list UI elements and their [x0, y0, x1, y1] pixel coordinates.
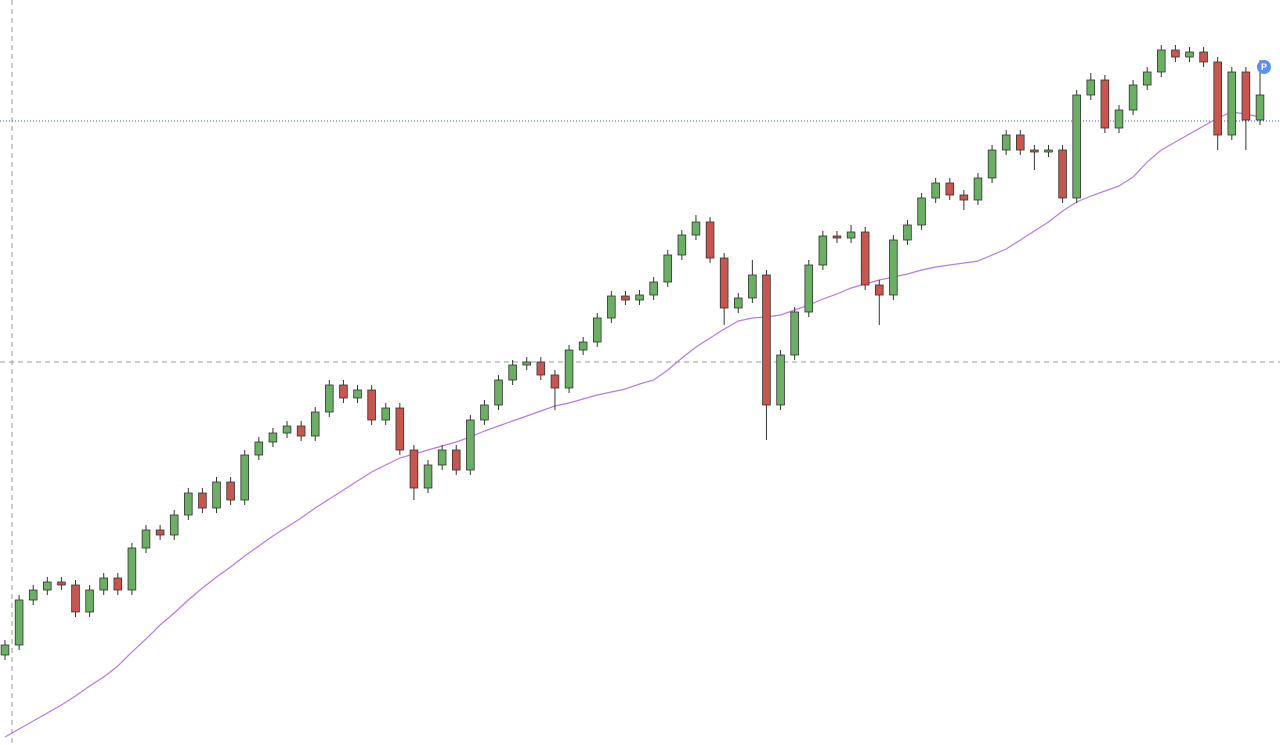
candle-body — [536, 361, 546, 376]
candle-body — [790, 311, 799, 356]
candle-body — [860, 231, 870, 286]
candle-body — [1016, 134, 1025, 151]
candle-body — [748, 274, 757, 299]
candle-body — [649, 281, 658, 296]
candle-body — [1142, 71, 1152, 86]
candle-body — [1044, 149, 1053, 153]
candle-body — [592, 317, 602, 343]
candle-body — [423, 464, 433, 489]
candle-body — [494, 379, 503, 406]
candle-body — [550, 374, 560, 389]
candle-body — [1157, 49, 1166, 73]
candle-body — [339, 384, 348, 399]
candle-body — [973, 177, 983, 201]
candle-body — [917, 197, 926, 226]
candle-body — [141, 529, 151, 549]
candle-body — [719, 257, 729, 309]
candle-body — [43, 581, 52, 591]
candle-body — [931, 182, 940, 199]
candle-body — [1100, 79, 1110, 129]
candle-body — [804, 264, 814, 313]
candle-body — [1128, 84, 1138, 111]
candle-body — [663, 254, 673, 283]
candle-body — [1213, 61, 1222, 136]
candle-body — [198, 492, 207, 509]
candle-body — [381, 407, 391, 421]
candle-body — [776, 354, 785, 406]
candle-body — [353, 389, 362, 399]
candle-body — [987, 149, 997, 179]
candle-body — [677, 234, 687, 256]
candle-body — [1199, 51, 1208, 63]
candle-body — [85, 589, 94, 613]
candle-body — [1030, 149, 1039, 153]
candle-body — [155, 529, 165, 536]
candle-body — [846, 231, 856, 239]
candle-body — [874, 284, 884, 296]
candle-body — [282, 425, 292, 434]
plot — [0, 45, 1280, 738]
candle-body — [635, 294, 644, 301]
marker-circle — [1257, 60, 1271, 74]
candle-body — [945, 182, 955, 196]
candle-body — [57, 581, 66, 586]
candle-body — [1255, 94, 1265, 121]
candle-body — [14, 599, 24, 646]
candle-body — [226, 481, 235, 501]
candle-body — [254, 441, 264, 456]
candle-body — [451, 449, 461, 471]
candle-body — [367, 389, 376, 421]
candle-body — [832, 235, 842, 239]
candle-body — [691, 221, 701, 236]
candle-body — [127, 547, 137, 591]
candle-body — [1185, 51, 1194, 58]
candle-body — [705, 221, 715, 259]
candle-body — [733, 297, 743, 309]
candle-body — [1001, 134, 1011, 151]
candle-body — [28, 589, 38, 601]
candle-body — [1227, 71, 1237, 136]
candle-body — [959, 194, 969, 201]
candle-body — [325, 384, 334, 413]
candle-body — [113, 577, 123, 591]
candle-body — [169, 514, 179, 536]
candle-body — [818, 235, 828, 266]
candle-body — [480, 404, 489, 421]
candle-body — [99, 577, 108, 591]
candle-body — [310, 411, 320, 437]
candle-body — [564, 349, 574, 389]
candle-body — [1086, 79, 1096, 96]
candle-body — [1171, 49, 1180, 58]
candle-body — [71, 584, 80, 613]
moving-average — [4, 111, 1261, 738]
candle-body — [1114, 109, 1124, 129]
candle-body — [268, 432, 278, 443]
candle-body — [296, 425, 306, 437]
candle-body — [607, 295, 616, 319]
candle-body — [522, 361, 532, 366]
candle-body — [466, 419, 475, 471]
candle-body — [578, 341, 588, 351]
candle-body — [1241, 71, 1251, 121]
candle-body — [409, 449, 419, 489]
candle-body — [437, 449, 447, 466]
candle-body — [903, 224, 912, 241]
candle-body — [621, 295, 630, 301]
candle-body — [1072, 94, 1081, 199]
candle-body — [395, 407, 405, 451]
candle-body — [889, 239, 898, 296]
candle-body — [0, 644, 10, 656]
marker-badge[interactable]: P — [1257, 60, 1271, 74]
candle-body — [212, 481, 221, 509]
candle-body — [762, 274, 771, 406]
candle-body — [184, 492, 193, 516]
candle-body — [1058, 149, 1067, 199]
candle-body — [508, 364, 517, 381]
marker-label: P — [1261, 62, 1267, 72]
candle-body — [240, 454, 249, 501]
